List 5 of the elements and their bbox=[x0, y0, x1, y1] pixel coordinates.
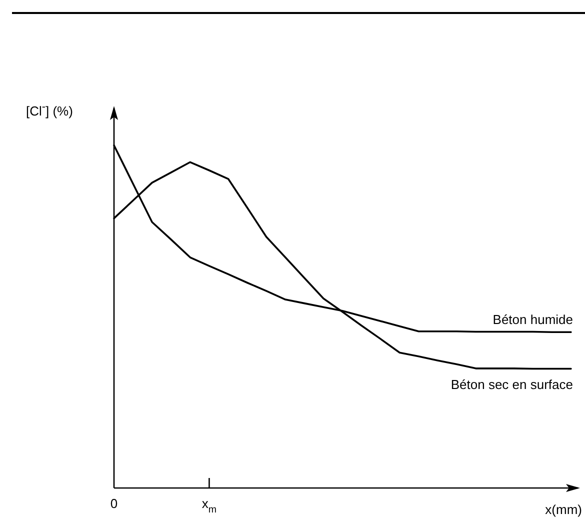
y-axis-title: [Cl$^{-}$] (%) bbox=[26, 101, 73, 118]
x-axis-title: x(mm) bbox=[545, 502, 582, 517]
x-tick-label: 0 bbox=[110, 496, 118, 511]
series-label: Béton humide bbox=[492, 312, 574, 328]
series-label: Béton sec en surface bbox=[450, 376, 574, 392]
